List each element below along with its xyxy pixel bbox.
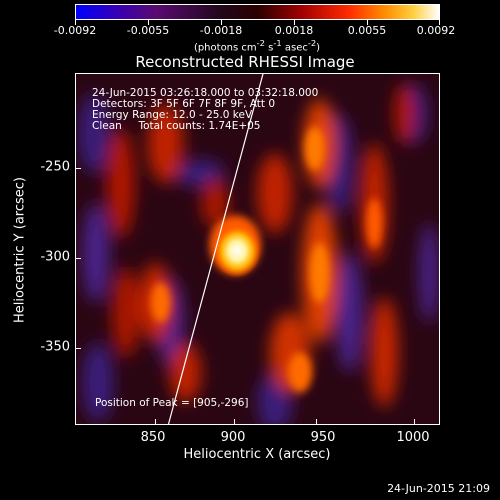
colorbar-tick: [439, 20, 440, 25]
colorbar-tick-label: 0.0055: [347, 24, 387, 37]
peak-source: [213, 224, 261, 278]
colorbar-tick-label: -0.0018: [199, 24, 243, 37]
info-time-range: 24-Jun-2015 03:26:18.000 to 03:32:18.000: [92, 87, 319, 99]
y-axis-label: Heliocentric Y (arcsec): [12, 177, 28, 323]
x-tick-label: 950: [310, 430, 336, 445]
y-axis-tick: [76, 168, 81, 169]
colorbar-units: (photons cm-2 s-1 asec-2): [193, 38, 321, 54]
plot-title: Reconstructed RHESSI Image: [135, 53, 355, 71]
solar-limb-line: [167, 74, 264, 424]
x-tick-label: 900: [220, 430, 246, 445]
colorbar-tick-label: -0.0055: [126, 24, 170, 37]
info-energy-range: Energy Range: 12.0 - 25.0 keV: [92, 109, 253, 121]
colorbar-tick: [367, 20, 368, 25]
info-peak-position: Position of Peak = [905,-296]: [95, 397, 249, 409]
colorbar-tick: [148, 20, 149, 25]
info-total-counts: Clean Total counts: 1.74E+05: [92, 120, 261, 132]
y-axis-tick: [76, 258, 81, 259]
x-axis-label: Heliocentric X (arcsec): [183, 447, 331, 462]
y-tick-label: -250: [40, 159, 70, 175]
x-axis-tick: [155, 419, 156, 424]
y-tick-label: -300: [40, 249, 70, 265]
colorbar: [75, 4, 440, 20]
colorbar-tick: [294, 20, 295, 25]
image-plot: 24-Jun-2015 03:26:18.000 to 03:32:18.000…: [75, 73, 440, 425]
rhessi-image: [76, 74, 439, 424]
colorbar-tick: [75, 20, 76, 25]
x-tick-label: 850: [140, 430, 166, 445]
colorbar-tick-label: -0.0092: [53, 24, 97, 37]
timestamp: 24-Jun-2015 21:09: [387, 482, 490, 495]
colorbar-tick-label: 0.0018: [274, 24, 314, 37]
x-tick-label: 1000: [396, 430, 430, 445]
y-axis-tick: [76, 348, 81, 349]
info-detectors: Detectors: 3F 5F 6F 7F 8F 9F, Att 0: [92, 98, 276, 110]
colorbar-tick-label: 0.0092: [416, 24, 456, 37]
x-axis-tick: [414, 419, 415, 424]
x-axis-tick: [234, 419, 235, 424]
colorbar-tick: [221, 20, 222, 25]
y-tick-label: -350: [40, 339, 70, 355]
x-axis-tick: [316, 419, 317, 424]
